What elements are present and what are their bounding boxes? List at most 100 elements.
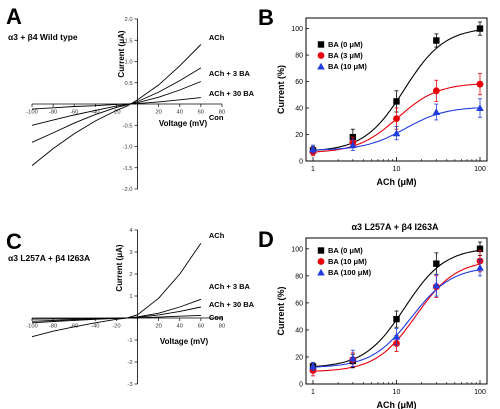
data-point <box>476 245 484 253</box>
x-tick-label: 10 <box>393 166 401 173</box>
legend-label: BA (10 μM) <box>328 257 367 266</box>
x-tick-label: 10 <box>393 389 401 396</box>
data-point <box>393 98 400 105</box>
x-tick-label: 60 <box>198 324 204 330</box>
x-axis-label: Voltage (mV) <box>160 337 209 346</box>
y-tick-label: 2 <box>129 272 132 278</box>
data-point <box>476 104 484 112</box>
legend-label: BA (3 μM) <box>328 51 363 60</box>
data-point <box>393 115 400 123</box>
x-axis-label: Voltage (mV) <box>159 119 208 128</box>
y-tick-label: 20 <box>295 132 303 139</box>
y-tick-label: 60 <box>295 300 303 307</box>
x-tick-label: -40 <box>91 324 99 330</box>
y-tick-label: 20 <box>295 354 303 361</box>
data-point <box>393 315 400 323</box>
panel-title: α3 L257A + β4 I263A <box>8 253 90 263</box>
y-tick-label: -1.5 <box>123 166 133 172</box>
y-tick-label: -2.0 <box>123 187 133 193</box>
legend-marker <box>317 247 325 254</box>
iv-trace-4 <box>31 314 201 320</box>
panel-letter: A <box>6 4 22 29</box>
iv-trace-1 <box>31 44 202 166</box>
y-tick-label: -3 <box>127 382 132 388</box>
legend-marker <box>317 62 325 70</box>
data-point <box>476 80 484 88</box>
y-tick-label: 40 <box>295 106 303 113</box>
iv-trace-2 <box>31 67 202 143</box>
data-point <box>392 332 401 340</box>
y-tick-label: 1.0 <box>124 60 132 66</box>
y-tick-label: 100 <box>291 246 303 253</box>
y-tick-label: 80 <box>295 273 303 280</box>
trace-label: ACh + 30 BA <box>209 89 255 98</box>
legend-label: BA (100 μM) <box>328 268 372 277</box>
trace-label: ACh + 30 BA <box>209 300 255 309</box>
y-tick-label: 1.5 <box>124 38 132 44</box>
panel-letter: D <box>258 227 274 252</box>
x-tick-label: -80 <box>49 110 57 116</box>
panel-letter: B <box>258 5 274 30</box>
x-axis-label: ACh (μM) <box>377 177 417 187</box>
x-tick-label: 60 <box>198 110 204 116</box>
y-tick-label: 0.5 <box>124 81 132 87</box>
y-axis-label: Current (μA) <box>115 244 124 291</box>
y-tick-label: -1 <box>127 338 132 344</box>
x-tick-label: 40 <box>177 110 183 116</box>
y-tick-label: 80 <box>295 53 303 60</box>
y-tick-label: -1.0 <box>123 145 133 151</box>
trace-label: ACh <box>209 33 225 42</box>
iv-trace-3 <box>31 81 202 126</box>
data-point <box>433 260 440 267</box>
trace-label: Con <box>209 113 224 122</box>
trace-label: Con <box>209 313 224 322</box>
data-point <box>309 145 317 153</box>
legend-marker <box>317 52 325 59</box>
data-point <box>432 281 441 289</box>
y-tick-label: 60 <box>295 79 303 86</box>
x-tick-label: 100 <box>474 166 486 173</box>
x-tick-label: -20 <box>112 110 120 116</box>
data-point <box>349 354 357 362</box>
legend-marker <box>317 258 325 265</box>
x-tick-label: -80 <box>49 324 57 330</box>
y-tick-label: 1 <box>129 294 132 300</box>
legend-label: BA (0 μM) <box>328 40 363 49</box>
legend-marker <box>317 268 325 276</box>
panel-title: α3 + β4 Wild type <box>8 32 78 42</box>
iv-trace-4 <box>31 97 201 110</box>
legend-label: BA (10 μM) <box>328 62 367 71</box>
y-tick-label: 2.0 <box>124 17 132 23</box>
x-tick-label: -100 <box>26 110 38 116</box>
y-tick-label: -2 <box>127 360 132 366</box>
x-tick-label: -100 <box>26 324 38 330</box>
trace-label: ACh + 3 BA <box>209 69 251 78</box>
trace-label: ACh + 3 BA <box>209 282 251 291</box>
data-point <box>349 141 357 149</box>
x-tick-label: 40 <box>177 324 183 330</box>
trace-label: ACh <box>209 231 225 240</box>
y-tick-label: 0 <box>299 382 303 389</box>
data-point <box>476 25 484 32</box>
data-point <box>432 108 441 116</box>
x-tick-label: 20 <box>155 324 161 330</box>
x-tick-label: -40 <box>91 110 99 116</box>
x-tick-label: 80 <box>219 110 225 116</box>
x-tick-label: -20 <box>112 324 120 330</box>
x-axis-label: ACh (μM) <box>377 400 417 409</box>
panel-letter: C <box>6 229 22 254</box>
legend-marker <box>317 41 325 48</box>
x-tick-label: 100 <box>474 389 486 396</box>
y-tick-label: 40 <box>295 327 303 334</box>
y-tick-label: 0 <box>299 159 303 166</box>
y-axis-label: Current (%) <box>276 65 286 114</box>
y-tick-label: 100 <box>291 26 303 33</box>
x-tick-label: 80 <box>219 324 225 330</box>
x-tick-label: 1 <box>311 166 315 173</box>
data-point <box>432 87 440 95</box>
x-tick-label: 20 <box>155 110 161 116</box>
data-point <box>392 129 401 137</box>
y-tick-label: -0.5 <box>123 123 133 129</box>
legend-label: BA (0 μM) <box>328 246 363 255</box>
